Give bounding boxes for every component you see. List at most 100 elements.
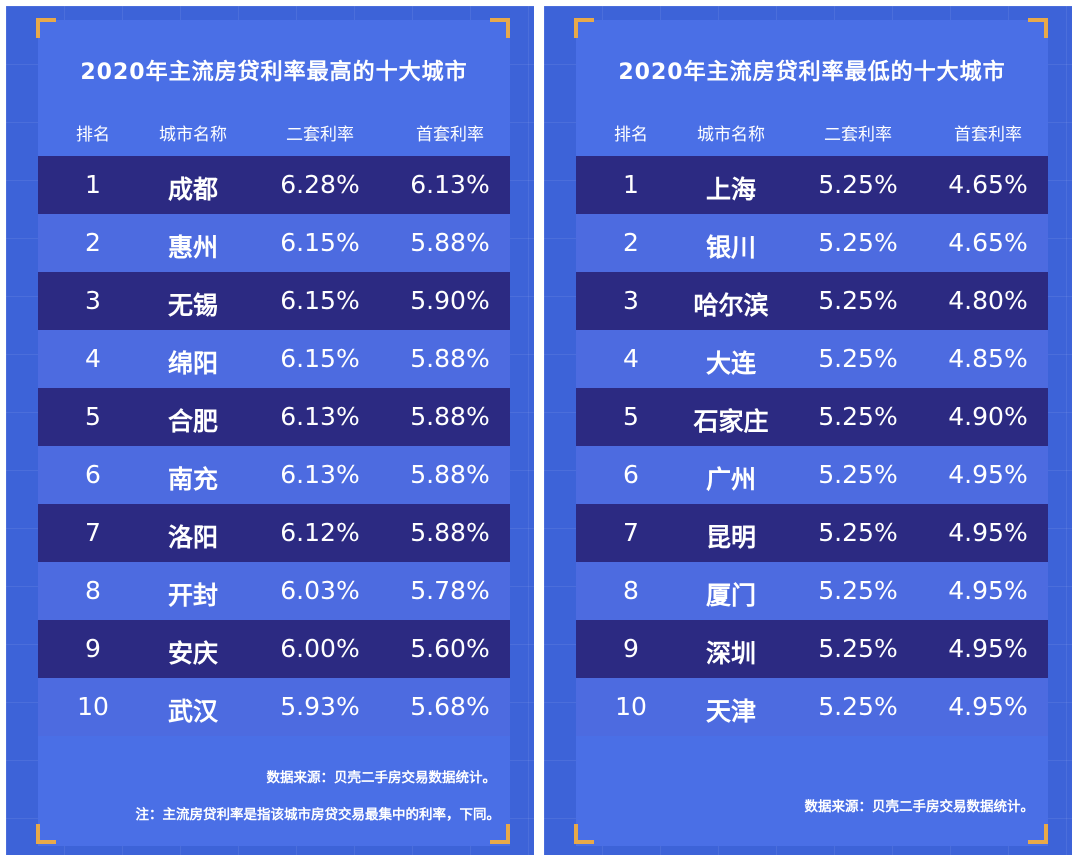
second-home-rate-cell: 5.25%	[818, 170, 898, 199]
table-header: 排名 城市名称 二套利率 首套利率	[576, 116, 1048, 146]
first-home-rate-cell: 5.88%	[410, 518, 490, 547]
second-home-rate-cell: 5.25%	[818, 344, 898, 373]
column-header: 二套利率	[286, 125, 354, 145]
table-row: 7 洛阳 6.12% 5.88%	[38, 504, 510, 562]
table-row: 6 南充 6.13% 5.88%	[38, 446, 510, 504]
city-cell: 上海	[705, 175, 756, 204]
city-cell: 厦门	[705, 581, 756, 610]
second-home-rate-cell: 6.15%	[280, 286, 360, 315]
city-cell: 银川	[705, 233, 756, 262]
city-cell: 洛阳	[167, 523, 218, 552]
first-home-rate-cell: 4.80%	[948, 286, 1028, 315]
table-body: 1 成都 6.28% 6.13% 2 惠州 6.15% 5.88% 3 无锡 6.15% 5.90% 4…	[38, 156, 510, 736]
source-note: 数据来源：贝壳二手房交易数据统计。	[804, 799, 1035, 815]
city-cell: 天津	[705, 697, 756, 726]
rank-cell: 8	[85, 576, 101, 605]
city-cell: 合肥	[167, 407, 218, 436]
footnote: 注：主流房贷利率是指该城市房贷交易最集中的利率，下同。	[135, 807, 501, 823]
first-home-rate-cell: 5.88%	[410, 228, 490, 257]
rank-cell: 9	[85, 634, 101, 663]
rank-cell: 5	[623, 402, 639, 431]
second-home-rate-cell: 6.12%	[280, 518, 360, 547]
second-home-rate-cell: 6.13%	[280, 460, 360, 489]
corner-bracket	[1028, 824, 1048, 844]
table-row: 5 合肥 6.13% 5.88%	[38, 388, 510, 446]
table-row: 8 厦门 5.25% 4.95%	[576, 562, 1048, 620]
rank-cell: 2	[623, 228, 639, 257]
rank-cell: 2	[85, 228, 101, 257]
first-home-rate-cell: 4.85%	[948, 344, 1028, 373]
city-cell: 惠州	[167, 233, 218, 262]
city-cell: 南充	[167, 465, 218, 494]
first-home-rate-cell: 5.60%	[410, 634, 490, 663]
corner-bracket	[36, 18, 56, 38]
table-row: 2 银川 5.25% 4.65%	[576, 214, 1048, 272]
second-home-rate-cell: 5.25%	[818, 286, 898, 315]
rank-cell: 5	[85, 402, 101, 431]
first-home-rate-cell: 5.88%	[410, 460, 490, 489]
second-home-rate-cell: 5.25%	[818, 692, 898, 721]
second-home-rate-cell: 5.25%	[818, 518, 898, 547]
second-home-rate-cell: 5.93%	[280, 692, 360, 721]
table-row: 7 昆明 5.25% 4.95%	[576, 504, 1048, 562]
rank-cell: 8	[623, 576, 639, 605]
city-cell: 广州	[705, 465, 756, 494]
rank-cell: 1	[623, 170, 639, 199]
first-home-rate-cell: 4.95%	[948, 634, 1028, 663]
rank-cell: 9	[623, 634, 639, 663]
column-header: 二套利率	[824, 125, 892, 145]
second-home-rate-cell: 5.25%	[818, 460, 898, 489]
corner-bracket	[574, 824, 594, 844]
first-home-rate-cell: 5.88%	[410, 344, 490, 373]
column-header: 排名	[614, 125, 648, 145]
city-cell: 昆明	[705, 523, 756, 552]
second-home-rate-cell: 6.03%	[280, 576, 360, 605]
city-cell: 无锡	[167, 291, 218, 320]
second-home-rate-cell: 5.25%	[818, 402, 898, 431]
corner-bracket	[574, 18, 594, 38]
rank-cell: 7	[623, 518, 639, 547]
column-header: 城市名称	[697, 125, 765, 145]
table-title: 2020年主流房贷利率最低的十大城市	[618, 60, 1006, 85]
first-home-rate-cell: 5.68%	[410, 692, 490, 721]
second-home-rate-cell: 6.00%	[280, 634, 360, 663]
table-row: 2 惠州 6.15% 5.88%	[38, 214, 510, 272]
table-row: 4 大连 5.25% 4.85%	[576, 330, 1048, 388]
table-row: 4 绵阳 6.15% 5.88%	[38, 330, 510, 388]
first-home-rate-cell: 5.88%	[410, 402, 490, 431]
table-row: 3 哈尔滨 5.25% 4.80%	[576, 272, 1048, 330]
rank-cell: 4	[85, 344, 101, 373]
city-cell: 武汉	[167, 697, 218, 726]
second-home-rate-cell: 5.25%	[818, 634, 898, 663]
first-home-rate-cell: 4.65%	[948, 170, 1028, 199]
first-home-rate-cell: 5.78%	[410, 576, 490, 605]
corner-bracket	[1028, 18, 1048, 38]
city-cell: 深圳	[705, 639, 756, 668]
highest-rates-panel: 贝壳研究院 2020年主流房贷利率最高的十大城市 排名 城市名称 二套利率 首套…	[6, 6, 534, 855]
rank-cell: 1	[85, 170, 101, 199]
second-home-rate-cell: 6.15%	[280, 228, 360, 257]
table-title: 2020年主流房贷利率最高的十大城市	[80, 60, 468, 85]
first-home-rate-cell: 4.65%	[948, 228, 1028, 257]
source-note: 数据来源：贝壳二手房交易数据统计。	[266, 770, 497, 786]
city-cell: 成都	[167, 175, 218, 204]
first-home-rate-cell: 6.13%	[410, 170, 490, 199]
second-home-rate-cell: 5.25%	[818, 228, 898, 257]
table-row: 1 成都 6.28% 6.13%	[38, 156, 510, 214]
table-row: 8 开封 6.03% 5.78%	[38, 562, 510, 620]
first-home-rate-cell: 4.90%	[948, 402, 1028, 431]
first-home-rate-cell: 4.95%	[948, 460, 1028, 489]
corner-bracket	[36, 824, 56, 844]
corner-bracket	[490, 824, 510, 844]
table-row: 6 广州 5.25% 4.95%	[576, 446, 1048, 504]
city-cell: 哈尔滨	[693, 291, 769, 320]
first-home-rate-cell: 4.95%	[948, 518, 1028, 547]
table-row: 9 安庆 6.00% 5.60%	[38, 620, 510, 678]
corner-bracket	[490, 18, 510, 38]
rank-cell: 6	[623, 460, 639, 489]
table-header: 排名 城市名称 二套利率 首套利率	[38, 116, 510, 146]
city-cell: 绵阳	[167, 349, 218, 378]
table-row: 10 天津 5.25% 4.95%	[576, 678, 1048, 736]
rank-cell: 4	[623, 344, 639, 373]
column-header: 首套利率	[416, 125, 484, 145]
